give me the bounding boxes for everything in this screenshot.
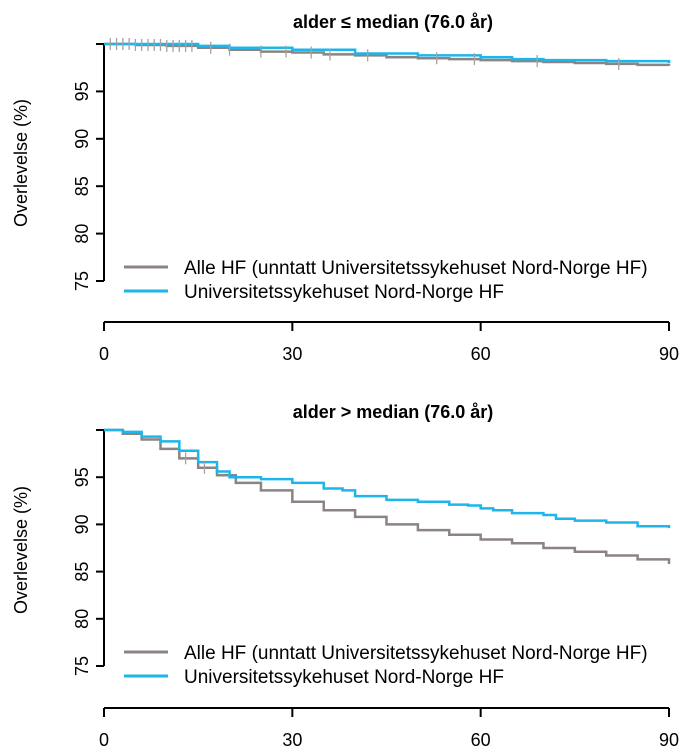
- y-tick-label: 95: [72, 81, 92, 101]
- panel-title: alder ≤ median (76.0 år): [293, 12, 493, 32]
- y-axis-label: Overlevelse (%): [11, 486, 31, 614]
- series-line-alle-hf: [104, 42, 671, 67]
- series-line-unn-hf: [104, 428, 671, 529]
- y-tick-label: 85: [72, 562, 92, 582]
- x-tick-label: 90: [659, 344, 679, 364]
- y-tick-label: 85: [72, 176, 92, 196]
- x-tick-label: 0: [99, 344, 109, 364]
- plot-area: 75 80 85 90 95 0 30 60 90 Alle HF (unntatt Univer…: [72, 428, 679, 750]
- y-tick-label: 75: [72, 271, 92, 291]
- panel-age-above-median: alder > median (76.0 år) Overlevelse (%)…: [11, 402, 679, 750]
- y-tick-label: 90: [72, 129, 92, 149]
- legend-entry: Alle HF (unntatt Universitetssykehuset N…: [184, 258, 648, 279]
- series-line-unn-hf: [104, 42, 671, 63]
- x-tick-label: 60: [471, 730, 491, 750]
- y-tick-label: 95: [72, 467, 92, 487]
- y-tick-label: 80: [72, 609, 92, 629]
- panel-age-below-median: alder ≤ median (76.0 år) Overlevelse (%)…: [11, 12, 679, 364]
- legend-entry: Universitetssykehuset Nord-Norge HF: [184, 282, 504, 303]
- legend-entry: Alle HF (unntatt Universitetssykehuset N…: [184, 643, 648, 664]
- x-tick-label: 0: [99, 730, 109, 750]
- y-tick-label: 80: [72, 224, 92, 244]
- plot-area: 75 80 85 90 95 0 30 60 90 Alle HF (unntatt Univer…: [72, 38, 679, 364]
- y-tick-label: 75: [72, 656, 92, 676]
- legend-entry: Universitetssykehuset Nord-Norge HF: [184, 667, 504, 688]
- x-tick-label: 30: [282, 344, 302, 364]
- x-tick-label: 30: [282, 730, 302, 750]
- x-tick-label: 60: [471, 344, 491, 364]
- panel-title: alder > median (76.0 år): [293, 402, 494, 422]
- y-tick-label: 90: [72, 514, 92, 534]
- x-tick-label: 90: [659, 730, 679, 750]
- y-axis-label: Overlevelse (%): [11, 99, 31, 227]
